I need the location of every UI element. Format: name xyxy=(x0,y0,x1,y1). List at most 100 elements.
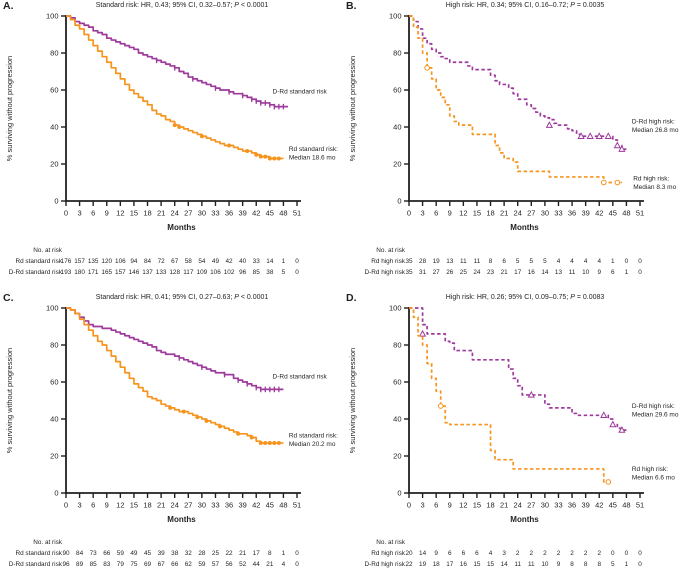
risk-value: 8 xyxy=(584,561,588,568)
risk-value: 1 xyxy=(625,561,629,568)
y-tick-label: 0 xyxy=(54,197,58,206)
survival-curve xyxy=(409,307,613,483)
x-tick-label: 0 xyxy=(407,501,411,510)
p-value: < 0.0001 xyxy=(238,2,269,9)
censor-mark xyxy=(545,121,554,128)
y-tick-label: 40 xyxy=(393,123,401,132)
x-tick-label: 36 xyxy=(225,501,233,510)
risk-value: 89 xyxy=(76,561,84,568)
risk-value: 5 xyxy=(530,258,534,265)
censor-mark xyxy=(245,149,250,154)
risk-value: 135 xyxy=(88,258,99,265)
y-tick-label: 60 xyxy=(50,86,58,95)
x-tick-label: 0 xyxy=(407,209,411,218)
risk-value: 28 xyxy=(419,258,427,265)
risk-value: 6 xyxy=(448,550,452,557)
x-tick-label: 42 xyxy=(252,501,260,510)
x-tick-label: 6 xyxy=(434,501,438,510)
risk-value: 0 xyxy=(638,550,642,557)
y-tick-label: 0 xyxy=(397,197,401,206)
x-tick-label: 24 xyxy=(171,209,179,218)
x-tick-label: 48 xyxy=(279,501,287,510)
risk-value: 23 xyxy=(487,269,495,276)
x-tick-label: 45 xyxy=(266,209,274,218)
risk-value: 22 xyxy=(226,550,234,557)
risk-value: 26 xyxy=(446,269,454,276)
panel-title: High risk: HR, 0.34; 95% CI, 0.16–0.72; … xyxy=(403,1,647,10)
risk-value: 2 xyxy=(557,550,561,557)
risk-value: 2 xyxy=(543,550,547,557)
x-tick-label: 0 xyxy=(64,209,68,218)
p-value: < 0.0001 xyxy=(238,294,269,301)
risk-value: 38 xyxy=(171,550,179,557)
panel-letter: A. xyxy=(3,0,14,12)
censor-mark xyxy=(199,134,204,139)
censor-mark xyxy=(218,424,222,429)
x-tick-label: 33 xyxy=(211,501,219,510)
censor-mark xyxy=(272,156,277,161)
x-tick-label: 39 xyxy=(581,209,589,218)
risk-value: 14 xyxy=(419,550,427,557)
panel-letter: D. xyxy=(346,292,357,304)
risk-table-header: No. at risk xyxy=(33,247,63,254)
x-tick-label: 39 xyxy=(238,501,246,510)
risk-value: 84 xyxy=(144,258,152,265)
risk-value: 6 xyxy=(475,550,479,557)
risk-value: 79 xyxy=(117,561,125,568)
risk-value: 85 xyxy=(90,561,98,568)
risk-value: 17 xyxy=(514,269,522,276)
x-tick-label: 0 xyxy=(64,501,68,510)
y-tick-label: 0 xyxy=(54,489,58,498)
risk-value: 59 xyxy=(117,550,125,557)
x-tick-label: 18 xyxy=(143,209,151,218)
x-tick-label: 48 xyxy=(622,209,630,218)
censor-mark xyxy=(600,411,608,418)
x-tick-label: 51 xyxy=(636,209,644,218)
risk-value: 67 xyxy=(171,258,179,265)
title-text: Standard risk: HR, 0.43; 95% CI, 0.32–0.… xyxy=(95,2,235,9)
x-axis-title: Months xyxy=(510,515,539,524)
risk-value: 22 xyxy=(405,561,413,568)
risk-value: 66 xyxy=(103,550,111,557)
x-tick-label: 18 xyxy=(143,501,151,510)
risk-value: 4 xyxy=(489,550,493,557)
risk-row-label: Rd high risk xyxy=(371,550,406,557)
risk-value: 176 xyxy=(61,258,72,265)
risk-value: 19 xyxy=(419,561,427,568)
risk-value: 2 xyxy=(570,550,574,557)
x-tick-label: 24 xyxy=(514,501,522,510)
censor-mark xyxy=(267,441,272,446)
risk-value: 62 xyxy=(185,561,193,568)
risk-value: 5 xyxy=(516,258,520,265)
risk-value: 11 xyxy=(569,269,576,276)
risk-table-header: No. at risk xyxy=(33,539,63,546)
risk-value: 146 xyxy=(129,269,140,276)
risk-row-label: D-Rd high risk xyxy=(365,269,406,276)
risk-value: 15 xyxy=(487,561,495,568)
risk-value: 73 xyxy=(90,550,98,557)
risk-value: 9 xyxy=(557,561,561,568)
risk-value: 0 xyxy=(295,258,299,265)
risk-value: 2 xyxy=(597,550,601,557)
risk-value: 15 xyxy=(473,561,481,568)
y-tick-label: 60 xyxy=(393,378,401,387)
risk-value: 5 xyxy=(543,258,547,265)
risk-value: 10 xyxy=(541,561,549,568)
censor-mark xyxy=(236,431,241,436)
risk-value: 58 xyxy=(185,258,193,265)
risk-value: 2 xyxy=(516,550,520,557)
y-tick-label: 80 xyxy=(50,341,58,350)
x-tick-label: 27 xyxy=(184,501,192,510)
p-symbol: P xyxy=(234,2,239,9)
censor-mark xyxy=(177,125,182,129)
censor-mark xyxy=(437,403,444,409)
risk-value: 0 xyxy=(625,550,629,557)
y-axis-title: % surviving without progression xyxy=(348,348,357,453)
risk-value: 1 xyxy=(282,550,286,557)
survival-curve xyxy=(409,15,627,151)
x-tick-label: 18 xyxy=(486,501,494,510)
risk-value: 21 xyxy=(266,561,274,568)
x-tick-label: 36 xyxy=(568,209,576,218)
risk-value: 128 xyxy=(169,269,180,276)
censor-mark xyxy=(263,154,268,159)
